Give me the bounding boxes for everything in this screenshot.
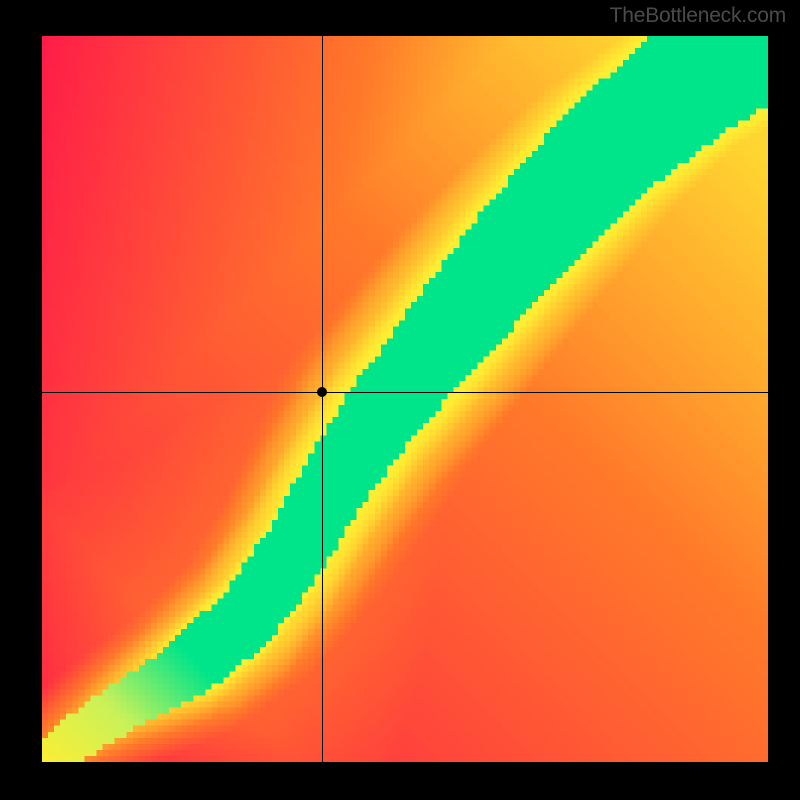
heatmap-canvas [42,36,768,762]
chart-frame: TheBottleneck.com [0,0,800,800]
plot-area [42,36,768,762]
crosshair-horizontal [42,392,768,393]
crosshair-vertical [322,36,323,762]
watermark-text: TheBottleneck.com [610,4,786,28]
crosshair-dot [317,387,327,397]
